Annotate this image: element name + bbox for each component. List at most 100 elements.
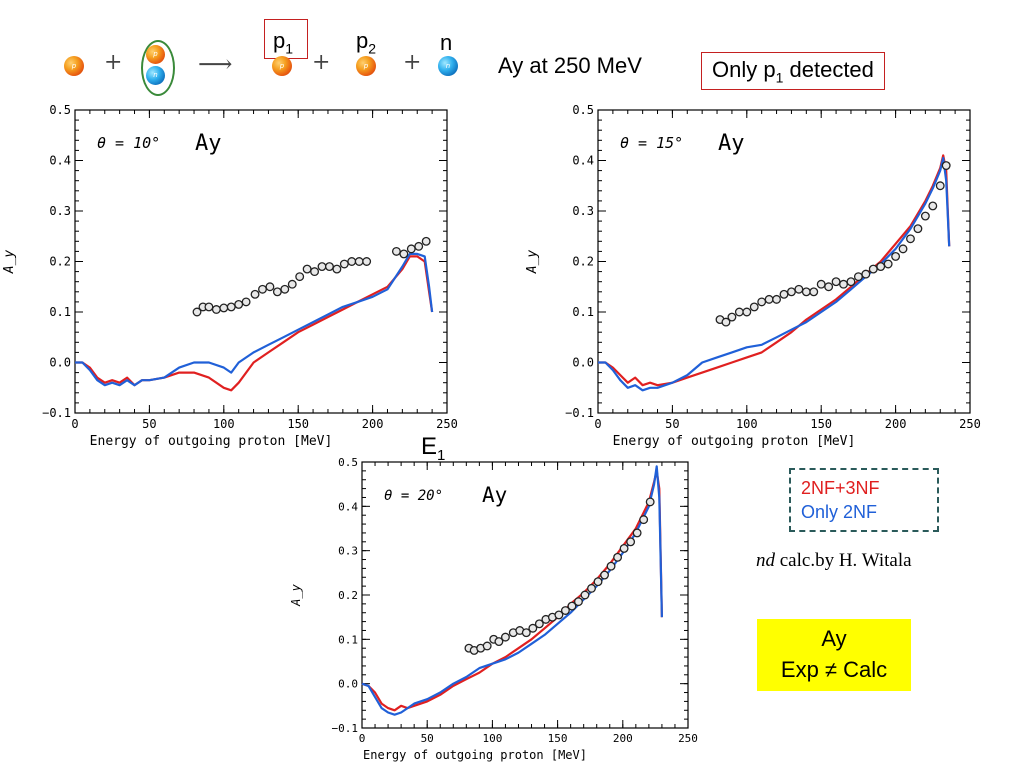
n-label: n — [440, 30, 453, 55]
chart-theta-20: 0 50 100 150 200 250 −0.1 0.0 0.1 0.2 0.3 0.4 0.5 Ene… — [290, 456, 698, 762]
y-tick-label: −0.1 — [565, 406, 594, 420]
legend-item-only-2nf: Only 2NF — [801, 502, 878, 522]
data-point — [861, 269, 871, 279]
plus-sign: + — [312, 50, 331, 75]
x-tick-label: 0 — [359, 732, 366, 745]
proton-letter: p — [363, 62, 369, 70]
deuteron-proton-icon: p — [146, 45, 165, 64]
y-tick-label: 0.2 — [338, 589, 358, 602]
x-tick-label: 100 — [482, 732, 502, 745]
y-tick-label: 0.4 — [572, 154, 594, 168]
data-point — [772, 294, 782, 304]
neutron-letter: n — [153, 71, 158, 79]
p1-label: p1 — [273, 28, 293, 56]
data-point — [606, 561, 616, 571]
data-point — [211, 305, 221, 314]
data-point — [391, 246, 401, 256]
data-point — [414, 241, 424, 251]
proton-p2-icon: p — [356, 56, 376, 76]
inset-label: Ay — [195, 131, 222, 156]
data-point — [317, 262, 327, 271]
y-tick-label: 0.0 — [49, 356, 71, 370]
y-tick-label: 0.4 — [49, 154, 71, 168]
data-point — [632, 528, 642, 538]
data-point — [639, 515, 649, 525]
calculation-credit: nd calc.by H. Witala — [756, 550, 912, 572]
y-tick-label: 0.1 — [49, 305, 71, 319]
data-point — [839, 279, 848, 289]
proton-icon: p — [64, 56, 84, 76]
proton-letter: p — [71, 62, 77, 70]
x-tick-label: 0 — [71, 417, 78, 431]
x-tick-label: 50 — [421, 732, 434, 745]
series-line-only-2nf — [75, 252, 434, 387]
data-point — [534, 619, 544, 629]
data-point — [482, 641, 492, 651]
series-line-2nf-3nf — [361, 469, 663, 712]
x-tick-label: 200 — [613, 732, 633, 745]
y-tick-label: 0.3 — [572, 204, 594, 218]
data-point — [500, 632, 510, 642]
data-point — [295, 272, 305, 282]
data-point — [528, 623, 538, 633]
data-point — [816, 279, 826, 289]
angle-label: θ = 20° — [384, 488, 443, 504]
data-point — [287, 279, 297, 289]
data-point — [272, 287, 282, 297]
y-tick-label: 0.3 — [49, 204, 71, 218]
y-tick-label: 0.4 — [338, 500, 358, 513]
data-point — [764, 294, 774, 304]
data-point — [587, 583, 596, 593]
inset-label: Ay — [718, 131, 745, 156]
data-point — [302, 264, 312, 274]
credit-text: calc.by H. Witala — [775, 550, 912, 571]
data-point — [913, 224, 923, 234]
p1-sub: 1 — [285, 40, 294, 57]
y-tick-label: 0.5 — [49, 103, 71, 117]
data-point — [554, 610, 564, 620]
highlight-box: Ay Exp ≠ Calc — [757, 619, 911, 691]
chart-theta-15: 0 50 100 150 200 250 −0.1 0.0 0.1 0.2 0.3 0.4 0.5 Ene… — [525, 103, 981, 449]
detection-note-sub: 1 — [775, 69, 784, 86]
plot-frame — [597, 109, 971, 414]
series-line-2nf-3nf — [75, 255, 434, 392]
data-point — [920, 211, 930, 221]
data-point — [786, 287, 796, 297]
data-point — [749, 302, 759, 312]
e1-sub: 1 — [437, 446, 446, 464]
data-point — [310, 267, 320, 277]
p1-text: p — [273, 28, 286, 53]
proton-letter: p — [153, 50, 158, 58]
data-point — [600, 570, 609, 580]
x-tick-label: 50 — [665, 417, 679, 431]
y-tick-label: 0.5 — [338, 456, 358, 469]
x-tick-label: 50 — [142, 417, 156, 431]
legend: 2NF+3NF Only 2NF — [789, 468, 939, 532]
y-tick-label: −0.1 — [332, 722, 359, 735]
y-tick-label: 0.1 — [572, 305, 594, 319]
y-tick-label: 0.1 — [338, 633, 358, 646]
data-point — [868, 264, 878, 274]
data-point — [824, 282, 834, 292]
x-axis-label: Energy of outgoing proton [MeV] — [90, 434, 333, 449]
proton-p1-icon: p — [272, 56, 292, 76]
data-point — [613, 552, 623, 562]
detection-note-box: Only p1 detected — [701, 52, 885, 91]
neutron-icon: n — [438, 56, 458, 76]
arrow-icon: ⟶ — [198, 50, 233, 78]
x-axis-label: Energy of outgoing proton [MeV] — [613, 434, 856, 449]
chart-theta-10: 0 50 100 150 200 250 −0.1 0.0 0.1 0.2 0.3 0.4 0.5 Ene… — [2, 103, 458, 449]
y-tick-label: 0.5 — [572, 103, 594, 117]
data-point — [521, 628, 531, 638]
data-point — [727, 312, 737, 322]
data-point — [941, 161, 951, 171]
data-point — [734, 307, 744, 317]
data-point — [928, 201, 938, 211]
detection-note-main: Only p — [712, 57, 776, 82]
p2-sub: 2 — [368, 40, 377, 57]
data-point — [219, 303, 229, 313]
e1-text: E — [421, 433, 438, 460]
data-point — [567, 601, 577, 611]
data-point — [339, 259, 349, 269]
x-tick-label: 250 — [436, 417, 458, 431]
